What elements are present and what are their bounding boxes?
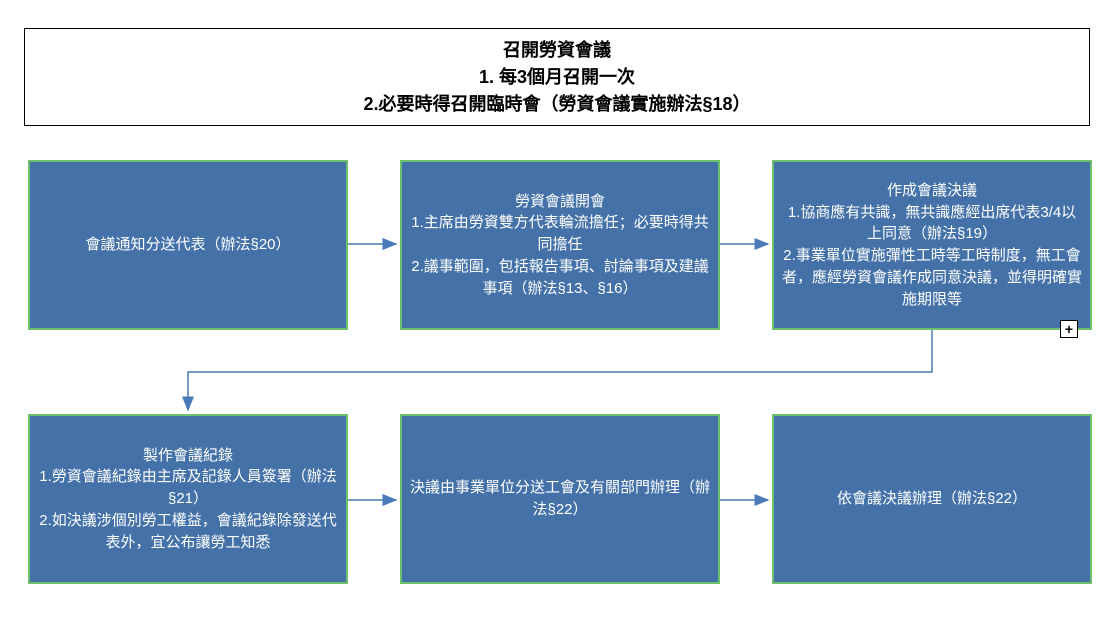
flow-node-3-line-3: 2.事業單位實施彈性工時等工時制度，無工會者，應經勞資會議作成同意決議，並得明確… — [782, 245, 1082, 310]
flow-node-3-line-2: 1.協商應有共識，無共識應經出席代表3/4以上同意（辦法§19） — [782, 202, 1082, 246]
flow-node-1: 會議通知分送代表（辦法§20） — [28, 160, 348, 330]
arrow-5-6 — [720, 492, 772, 508]
arrow-2-3 — [720, 236, 772, 252]
header-line-2: 2.必要時得召開臨時會（勞資會議實施辦法§18） — [363, 91, 750, 118]
flow-node-6-line-1: 依會議決議辦理（辦法§22） — [837, 488, 1027, 510]
flow-node-4-line-2: 1.勞資會議紀錄由主席及記錄人員簽署（辦法§21） — [38, 466, 338, 510]
flow-node-4-line-3: 2.如決議涉個別勞工權益，會議紀錄除發送代表外，宜公布讓勞工知悉 — [38, 510, 338, 554]
header-line-1: 1. 每3個月召開一次 — [479, 64, 635, 91]
flow-node-2: 勞資會議開會 1.主席由勞資雙方代表輪流擔任；必要時得共同擔任 2.議事範圍，包… — [400, 160, 720, 330]
flow-node-3-line-1: 作成會議決議 — [887, 180, 977, 202]
flow-node-3: 作成會議決議 1.協商應有共識，無共識應經出席代表3/4以上同意（辦法§19） … — [772, 160, 1092, 330]
flow-node-5: 決議由事業單位分送工會及有關部門辦理（辦法§22） — [400, 414, 720, 584]
flow-node-5-line-1: 決議由事業單位分送工會及有關部門辦理（辦法§22） — [410, 477, 710, 521]
flow-node-4: 製作會議紀錄 1.勞資會議紀錄由主席及記錄人員簽署（辦法§21） 2.如決議涉個… — [28, 414, 348, 584]
header-title: 召開勞資會議 — [503, 37, 611, 64]
flow-node-2-line-2: 1.主席由勞資雙方代表輪流擔任；必要時得共同擔任 — [410, 212, 710, 256]
flow-node-1-line-1: 會議通知分送代表（辦法§20） — [85, 234, 290, 256]
arrow-3-4-wrap — [180, 330, 1100, 420]
flow-node-4-line-1: 製作會議紀錄 — [143, 445, 233, 467]
arrow-1-2 — [348, 236, 400, 252]
header-box: 召開勞資會議 1. 每3個月召開一次 2.必要時得召開臨時會（勞資會議實施辦法§… — [24, 28, 1090, 126]
flow-node-2-line-3: 2.議事範圍，包括報告事項、討論事項及建議事項（辦法§13、§16） — [410, 256, 710, 300]
flow-node-6: 依會議決議辦理（辦法§22） — [772, 414, 1092, 584]
arrow-4-5 — [348, 492, 400, 508]
flow-node-2-line-1: 勞資會議開會 — [515, 191, 605, 213]
